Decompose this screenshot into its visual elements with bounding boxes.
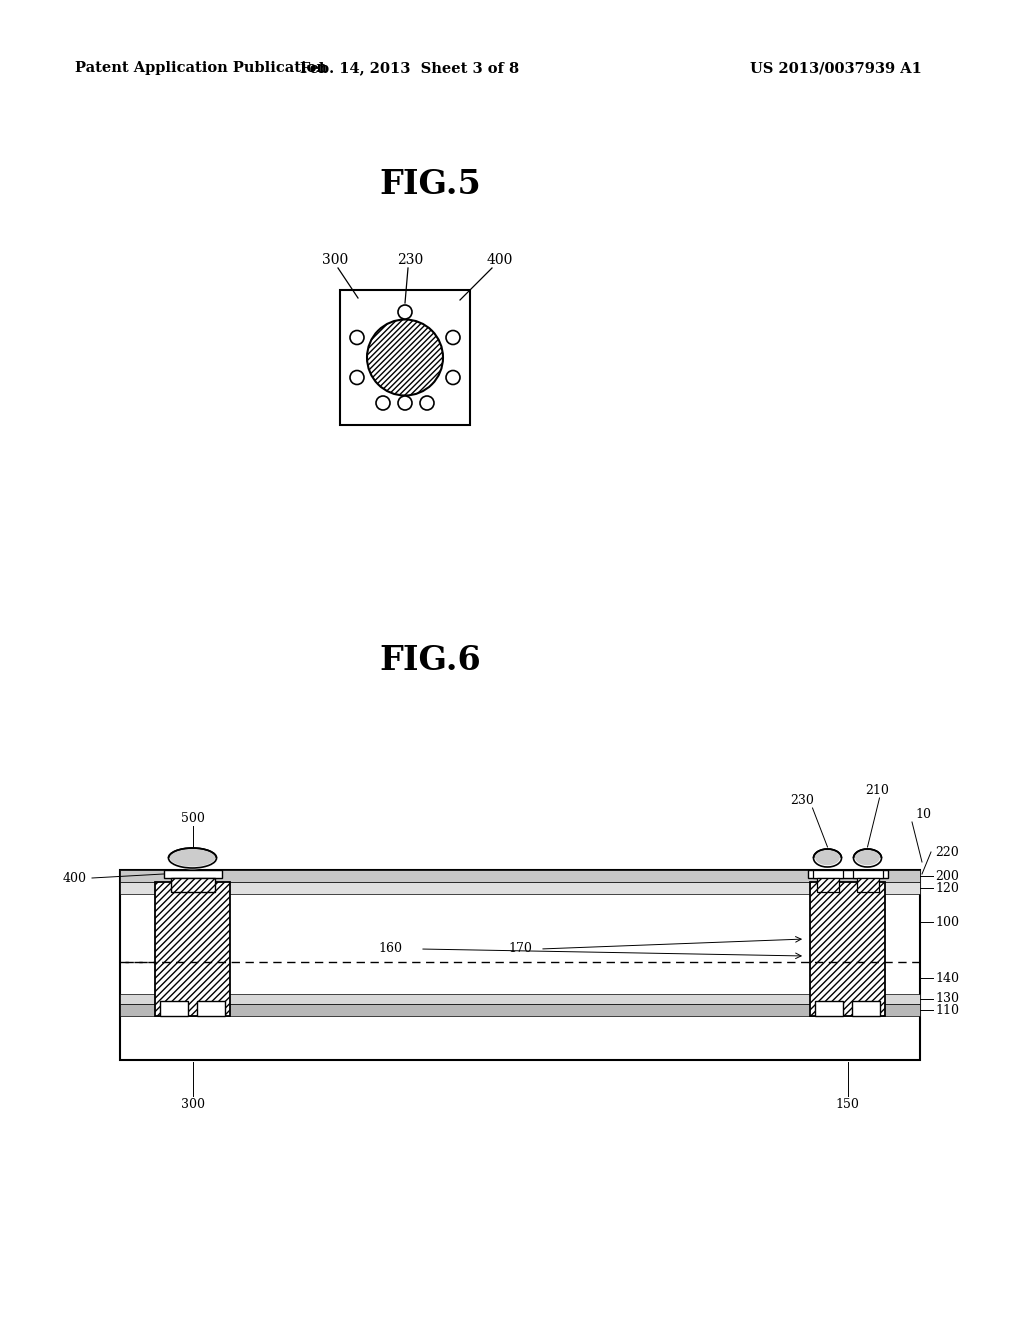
Circle shape (398, 396, 412, 411)
Bar (856, 878, 879, 892)
Text: 150: 150 (836, 1098, 859, 1111)
Text: Patent Application Publication: Patent Application Publication (75, 61, 327, 75)
Text: 200: 200 (935, 870, 958, 883)
Text: 220: 220 (935, 846, 958, 858)
Bar (197, 1001, 225, 1016)
Text: 500: 500 (180, 812, 205, 825)
Text: 230: 230 (791, 793, 814, 807)
Text: 230: 230 (397, 253, 423, 267)
Text: Feb. 14, 2013  Sheet 3 of 8: Feb. 14, 2013 Sheet 3 of 8 (300, 61, 519, 75)
Bar (808, 870, 888, 878)
Text: 400: 400 (63, 871, 87, 884)
Text: 140: 140 (935, 972, 959, 985)
Bar (853, 870, 883, 878)
Bar (171, 878, 214, 892)
Circle shape (367, 319, 443, 396)
Bar (120, 882, 920, 894)
Circle shape (446, 371, 460, 384)
Bar (120, 1005, 920, 1016)
Bar (816, 878, 839, 892)
Circle shape (420, 396, 434, 411)
Text: 120: 120 (935, 882, 958, 895)
Circle shape (350, 371, 364, 384)
Bar (171, 878, 214, 892)
Text: 130: 130 (935, 993, 959, 1006)
Ellipse shape (813, 849, 842, 867)
Circle shape (376, 396, 390, 411)
Text: 300: 300 (180, 1098, 205, 1111)
Ellipse shape (169, 847, 216, 869)
Text: 10: 10 (915, 808, 931, 821)
Bar (164, 870, 221, 878)
Text: 160: 160 (378, 942, 402, 956)
Bar (852, 1001, 880, 1016)
Text: US 2013/0037939 A1: US 2013/0037939 A1 (750, 61, 922, 75)
Text: 110: 110 (935, 1003, 959, 1016)
Text: 400: 400 (486, 253, 513, 267)
Bar (812, 870, 843, 878)
Circle shape (350, 330, 364, 345)
Bar (160, 1001, 188, 1016)
Text: 170: 170 (508, 942, 531, 956)
Bar (120, 994, 920, 1005)
Bar (816, 878, 839, 892)
Bar (120, 870, 920, 1060)
Bar (155, 882, 230, 1016)
Text: 100: 100 (935, 916, 959, 928)
Circle shape (446, 330, 460, 345)
Bar (340, 290, 470, 425)
Bar (856, 878, 879, 892)
Bar (810, 882, 885, 1016)
Bar (815, 1001, 843, 1016)
Text: FIG.5: FIG.5 (379, 169, 481, 202)
Circle shape (398, 305, 412, 319)
Ellipse shape (853, 849, 882, 867)
Text: 210: 210 (865, 784, 890, 796)
Text: 300: 300 (322, 253, 348, 267)
Text: FIG.6: FIG.6 (379, 644, 481, 676)
Bar (120, 870, 920, 882)
